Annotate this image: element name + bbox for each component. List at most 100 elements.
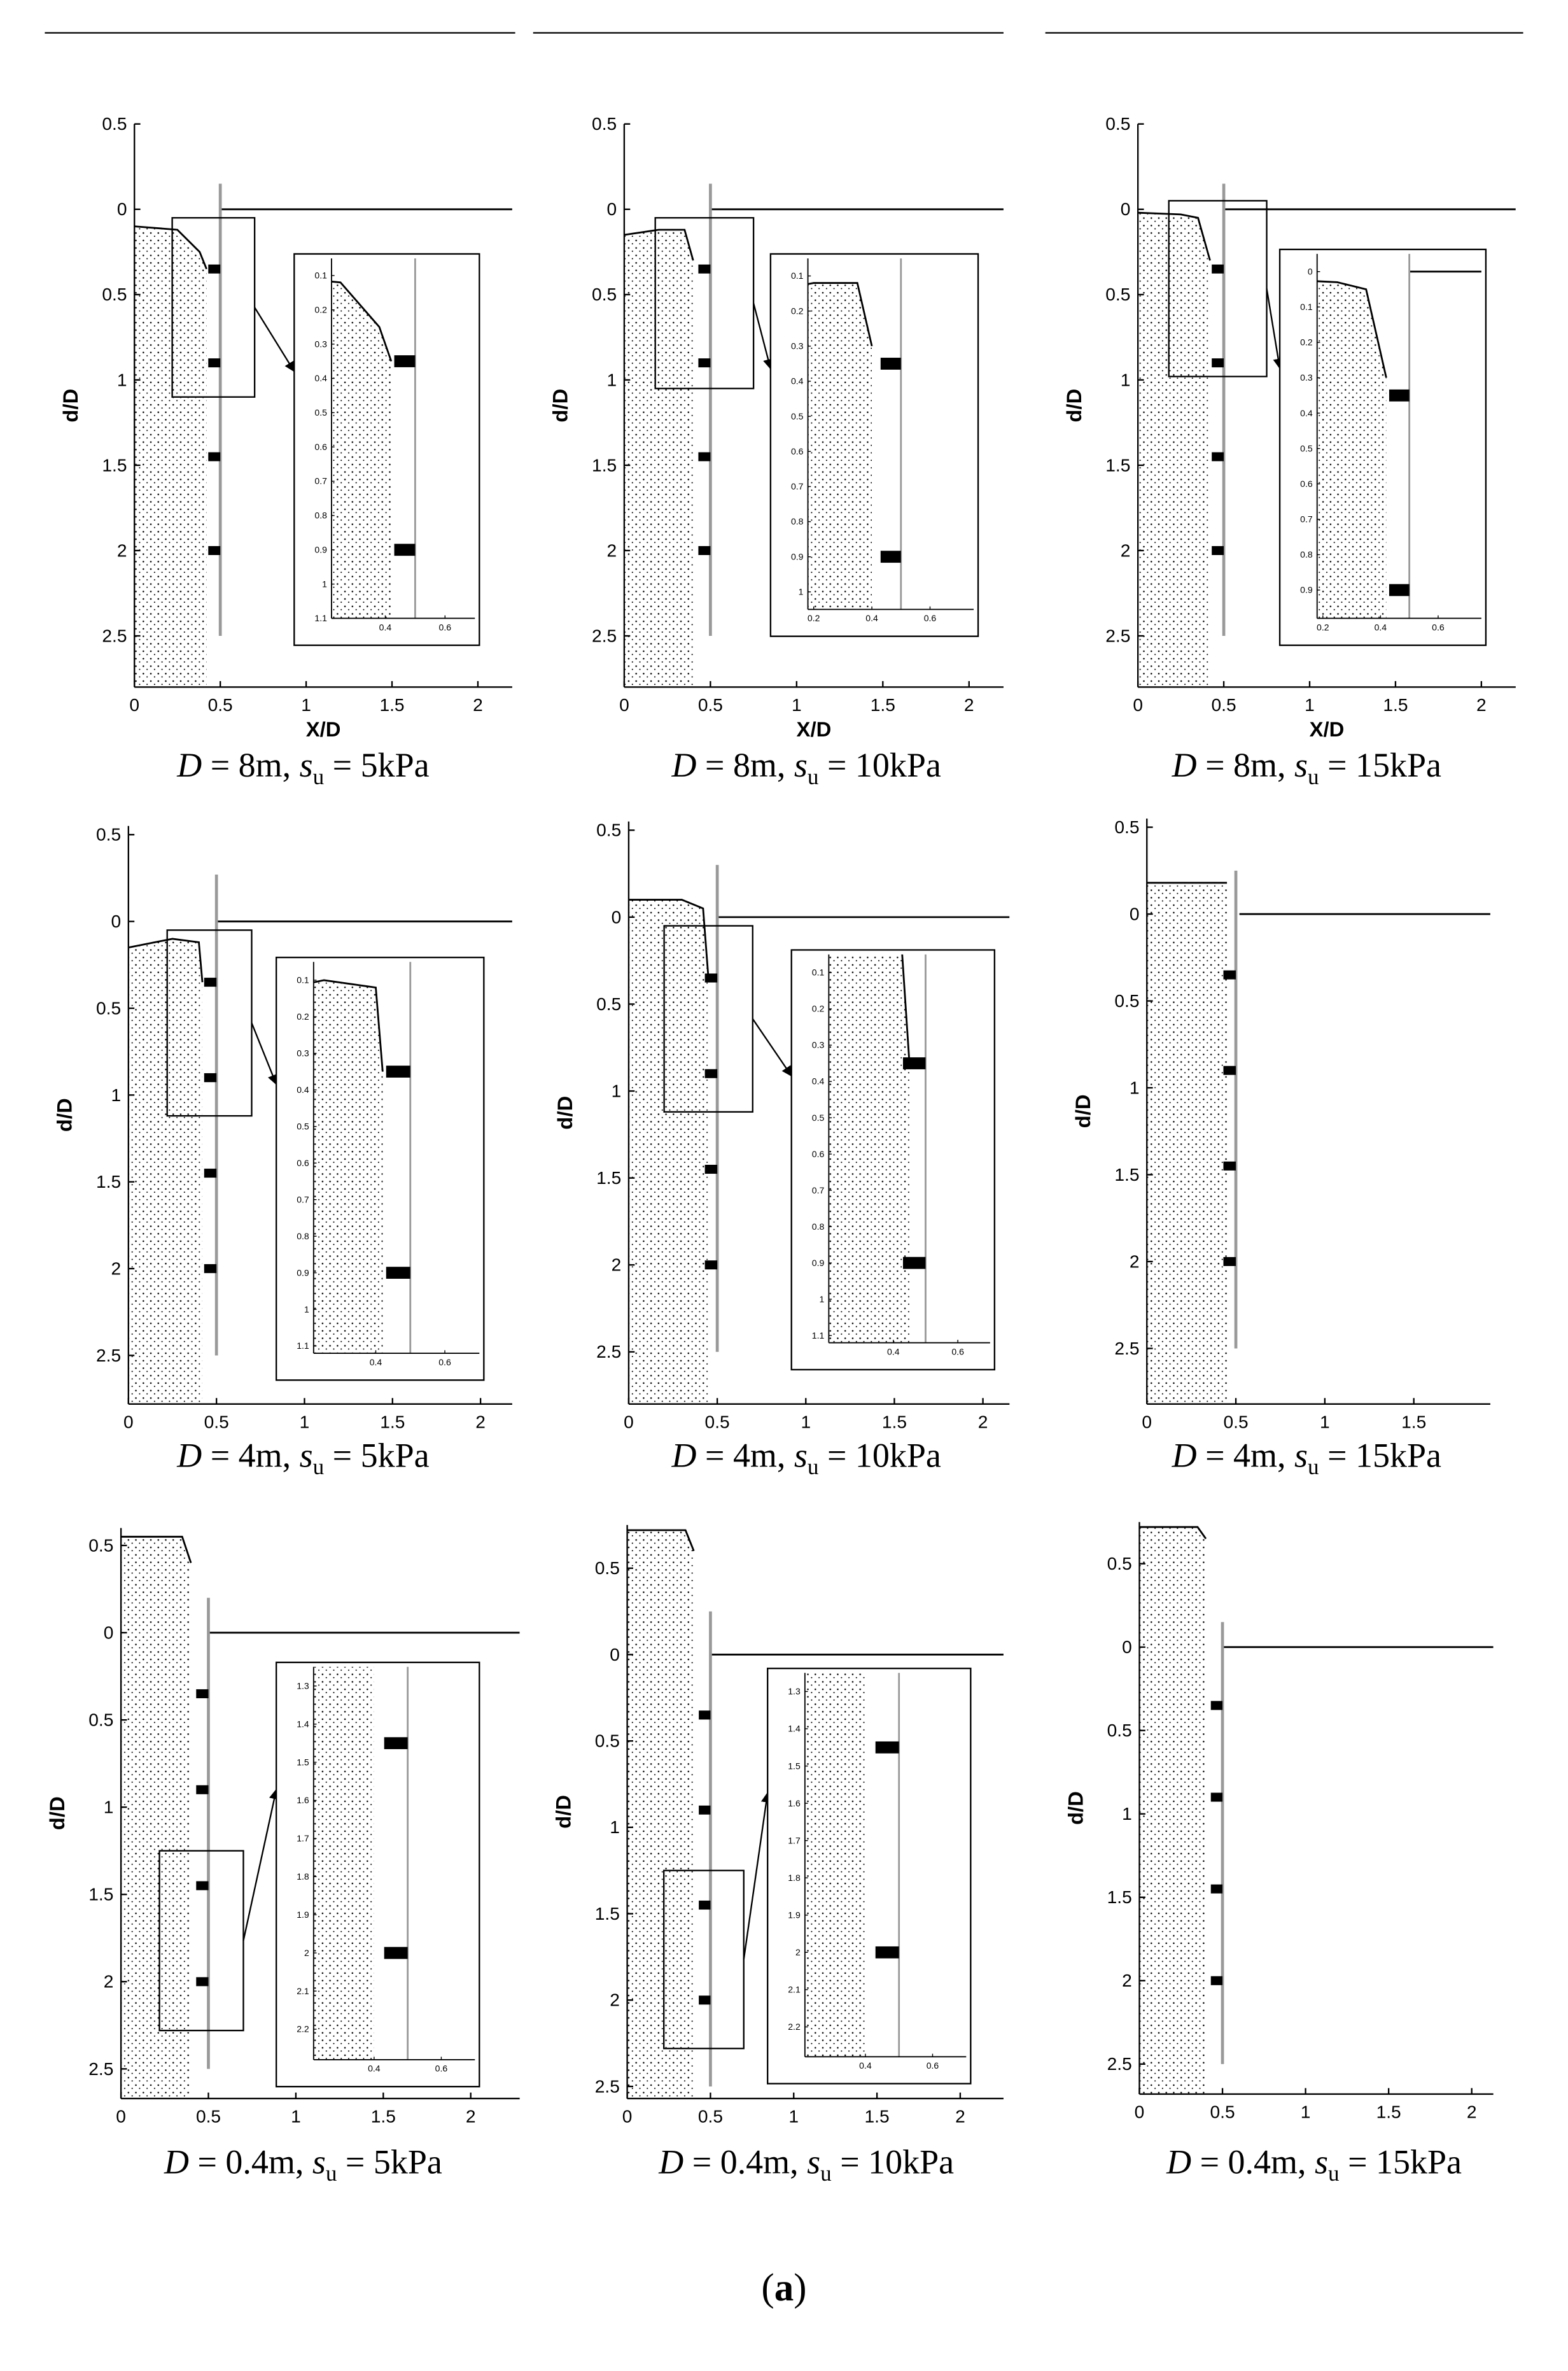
inset-y-tick-label: 0.2 [791, 306, 804, 316]
caption-sub: u [1308, 1454, 1319, 1479]
y-tick-label: 1 [612, 1081, 622, 1101]
inset-x-tick-label: 0.4 [368, 2064, 381, 2074]
x-tick-label: 1.5 [1383, 695, 1408, 715]
anchor [204, 978, 217, 987]
anchor [1223, 970, 1236, 980]
x-tick-label: 0 [1133, 695, 1143, 715]
anchor [699, 1900, 711, 1910]
caption-var: s [1294, 746, 1308, 784]
inset-x-tick-label: 0.6 [924, 613, 937, 623]
y-tick-label: 2 [111, 1258, 121, 1278]
inset-x-tick-label: 0.4 [859, 2060, 872, 2071]
inset-y-tick-label: 1.1 [812, 1330, 825, 1340]
inset-y-tick-label: 2.1 [788, 1985, 801, 1995]
anchor [698, 545, 711, 556]
anchor [704, 973, 718, 983]
y-tick-label: 0.5 [1105, 114, 1130, 134]
caption-sub: u [326, 2161, 337, 2186]
soil-area [1147, 882, 1228, 1404]
plot-data [627, 1529, 1004, 2099]
anchor [386, 1267, 410, 1279]
caption-text: = 4m, [202, 1436, 299, 1474]
anchor [1389, 973, 1410, 985]
soil-area [829, 954, 910, 1343]
y-tick-label: 0 [1121, 199, 1131, 219]
inset-y-tick-label: 0.1 [297, 975, 309, 985]
y-tick-label: 0.5 [1105, 285, 1130, 304]
inset-data [808, 258, 902, 610]
inset-y-tick-label: 0 [1308, 266, 1313, 276]
anchor [208, 545, 221, 556]
caption-var: D [1166, 2142, 1191, 2181]
surface-line [331, 280, 393, 362]
anchor [386, 1066, 410, 1078]
x-tick-label: 1 [300, 1412, 310, 1432]
inset-y-tick-label: 0.2 [297, 1011, 309, 1022]
plot-data [134, 183, 512, 687]
inset-y-tick-label: 1 [304, 1304, 309, 1314]
y-tick-label: 2 [612, 1255, 622, 1275]
caption-text: = 5kPa [324, 746, 429, 784]
anchor [204, 1169, 217, 1178]
caption-sub: u [820, 2161, 832, 2186]
x-tick-label: 1.5 [1376, 2102, 1401, 2121]
anchor [698, 358, 711, 368]
x-tick-label: 0 [624, 1412, 634, 1432]
x-tick-label: 2 [1467, 2102, 1477, 2121]
x-tick-label: 1 [792, 695, 802, 715]
inset-x-tick-label: 0.4 [1375, 622, 1387, 632]
x-axis-label: X/D [1310, 717, 1345, 741]
anchor [196, 1689, 209, 1699]
inset-y-tick-label: 2.2 [297, 2024, 309, 2034]
caption-var: s [300, 746, 313, 784]
y-tick-label: 1 [111, 1085, 121, 1105]
inset-y-tick-label: 0.4 [791, 376, 804, 386]
caption-var: D [1172, 1436, 1197, 1474]
y-tick-label: 2 [104, 1972, 114, 1992]
inset-x-tick-label: 0.2 [808, 613, 820, 623]
y-axis-label: d/D [549, 389, 572, 423]
y-tick-label: 0.5 [595, 1558, 620, 1578]
x-tick-label: 1.5 [379, 695, 404, 715]
caption: D = 0.4m, su = 5kPa [164, 2142, 442, 2186]
inset-frame [275, 1661, 480, 2088]
y-tick-label: 1 [610, 1817, 620, 1837]
x-tick-label: 0.5 [698, 695, 723, 715]
inset-y-tick-label: 1.7 [297, 1833, 309, 1843]
anchor [384, 1528, 408, 1540]
plot-data [1147, 870, 1490, 1404]
inset-x-tick-label: 0.6 [951, 1346, 964, 1356]
inset-y-tick-label: 0.6 [314, 442, 327, 452]
surface-line [121, 1535, 192, 1563]
inset-y-tick-label: 0.1 [812, 967, 825, 978]
inset-y-tick-label: 2.1 [297, 1986, 309, 1996]
inset-y-tick-label: 0.8 [791, 516, 804, 526]
caption-var: s [794, 746, 808, 784]
caption-var: D [1172, 746, 1197, 784]
anchor [196, 1977, 209, 1987]
x-tick-label: 1 [1301, 2102, 1311, 2121]
soil-area [134, 226, 207, 687]
y-tick-label: 1.5 [1114, 1165, 1139, 1185]
x-tick-label: 1.5 [371, 2107, 396, 2127]
caption-var: s [300, 1436, 313, 1474]
inset-y-tick-label: 0.7 [791, 481, 804, 491]
y-tick-label: 1 [117, 370, 127, 390]
y-tick-label: 0 [607, 199, 617, 219]
surface-line [901, 954, 911, 1064]
anchor [704, 1260, 718, 1270]
y-tick-label: 1 [607, 370, 617, 390]
soil-area [624, 229, 694, 687]
y-tick-label: 0.5 [592, 285, 617, 304]
caption-text: = 8m, [1197, 746, 1294, 784]
caption-text: = 0.4m, [189, 2142, 312, 2181]
inset-y-tick-label: 1.7 [788, 1835, 801, 1845]
inset-y-tick-label: 0.8 [297, 1231, 309, 1241]
anchor [208, 358, 221, 368]
inset-y-tick-label: 1.6 [297, 1795, 309, 1805]
x-tick-label: 0.5 [208, 695, 233, 715]
panel: 0.5 0 0.5 1 1.5 2 2.5 0 0.5 1 1.5 2 d/D D = 4m, su = … [53, 825, 512, 1479]
anchor [903, 1656, 925, 1668]
anchor [196, 1881, 209, 1890]
